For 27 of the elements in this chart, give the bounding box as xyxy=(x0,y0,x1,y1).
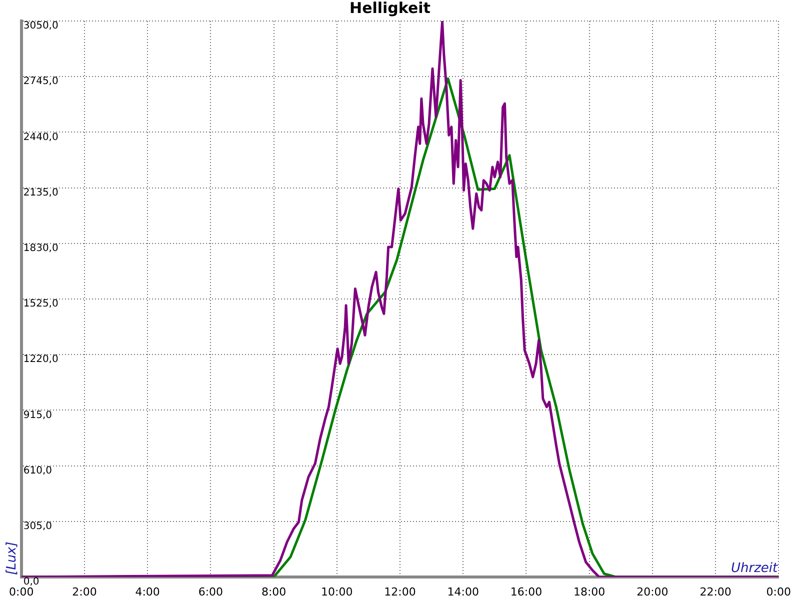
y-tick-label: 0,0 xyxy=(23,576,40,588)
x-tick-label: 16:00 xyxy=(510,585,542,598)
x-tick-label: 22:00 xyxy=(700,585,732,598)
x-tick-label: 2:00 xyxy=(72,585,97,598)
x-tick-label: 18:00 xyxy=(573,585,606,598)
x-tick-label: 20:00 xyxy=(636,585,668,598)
x-tick-label: 14:00 xyxy=(447,585,479,598)
x-tick-label: 6:00 xyxy=(198,585,224,598)
x-tick-label: 4:00 xyxy=(135,585,160,598)
x-tick-label: 10:00 xyxy=(321,585,353,598)
y-tick-label: 1525,0 xyxy=(23,298,58,310)
y-tick-label: 1220,0 xyxy=(23,354,58,366)
y-tick-label: 3050,0 xyxy=(23,20,58,32)
y-tick-label: 2440,0 xyxy=(23,132,58,143)
y-tick-label: 610,0 xyxy=(23,465,52,476)
x-tick-label: 0:00 xyxy=(766,585,791,598)
x-tick-label: 0:00 xyxy=(9,585,34,598)
y-axis-title: [Lux] xyxy=(4,542,20,575)
y-tick-label: 2745,0 xyxy=(23,76,58,88)
y-tick-label: 915,0 xyxy=(23,410,52,421)
x-tick-label: 12:00 xyxy=(384,585,416,598)
y-tick-label: 1830,0 xyxy=(23,242,58,254)
chart-title: Helligkeit xyxy=(350,0,430,17)
x-tick-label: 8:00 xyxy=(261,585,286,598)
y-tick-label: 305,0 xyxy=(23,520,52,532)
x-axis-title: Uhrzeit xyxy=(731,560,779,576)
y-tick-label: 2135,0 xyxy=(23,187,58,198)
